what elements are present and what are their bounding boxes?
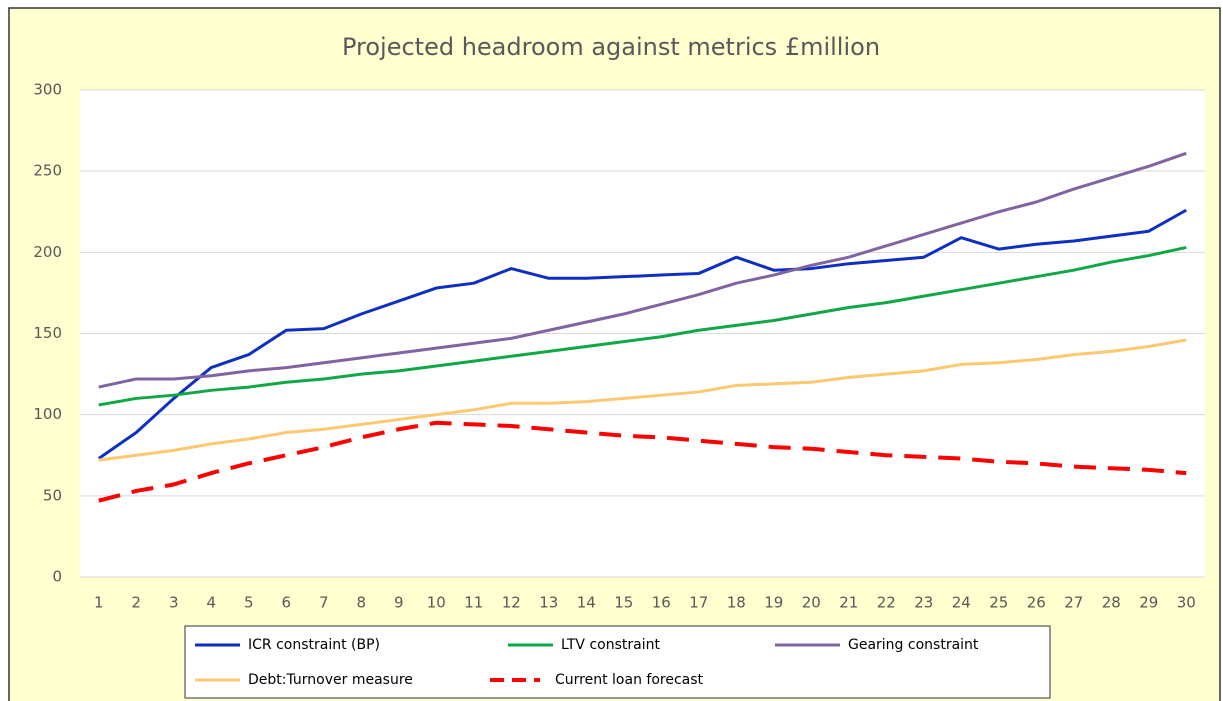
x-tick-label: 8 (356, 594, 366, 612)
series-line (98, 338, 1187, 462)
x-tick-label: 10 (427, 594, 446, 612)
y-tick-label: 300 (33, 81, 62, 99)
x-tick-label: 9 (394, 594, 404, 612)
x-tick-label: 24 (952, 594, 971, 612)
x-tick-label: 1 (94, 594, 104, 612)
legend-label: Current loan forecast (555, 672, 704, 688)
x-tick-label: 3 (169, 594, 179, 612)
x-tick-label: 15 (614, 594, 633, 612)
x-tick-label: 4 (206, 594, 216, 612)
x-tick-label: 30 (1177, 594, 1196, 612)
x-tick-label: 2 (131, 594, 141, 612)
y-tick-label: 150 (33, 324, 62, 342)
y-tick-label: 250 (33, 162, 62, 180)
x-tick-label: 19 (764, 594, 783, 612)
x-tick-label: 13 (539, 594, 558, 612)
x-tick-label: 14 (577, 594, 596, 612)
x-tick-label: 12 (502, 594, 521, 612)
y-tick-label: 50 (43, 486, 62, 504)
series-line (98, 151, 1187, 389)
x-tick-label: 29 (1139, 594, 1158, 612)
legend-label: Gearing constraint (848, 637, 979, 653)
x-tick-label: 21 (839, 594, 858, 612)
x-tick-label: 6 (281, 594, 291, 612)
series-line (98, 245, 1187, 407)
y-tick-label: 100 (33, 405, 62, 423)
y-tick-label: 0 (52, 568, 62, 586)
x-tick-label: 20 (802, 594, 821, 612)
x-tick-label: 5 (244, 594, 254, 612)
x-tick-label: 16 (652, 594, 671, 612)
legend-label: LTV constraint (561, 637, 660, 653)
series-line (97, 208, 1187, 460)
x-tick-label: 11 (464, 594, 483, 612)
series-line (98, 420, 1187, 503)
x-tick-label: 27 (1064, 594, 1083, 612)
legend-label: ICR constraint (BP) (248, 637, 380, 653)
x-tick-label: 22 (877, 594, 896, 612)
x-tick-label: 17 (689, 594, 708, 612)
x-tick-label: 18 (727, 594, 746, 612)
y-tick-label: 200 (33, 243, 62, 261)
legend (184, 625, 1051, 699)
x-tick-label: 7 (319, 594, 329, 612)
x-tick-label: 28 (1102, 594, 1121, 612)
legend-label: Debt:Turnover measure (248, 672, 413, 688)
x-tick-label: 25 (989, 594, 1008, 612)
x-tick-label: 26 (1027, 594, 1046, 612)
x-tick-label: 23 (914, 594, 933, 612)
chart-title: Projected headroom against metrics £mill… (342, 33, 880, 61)
